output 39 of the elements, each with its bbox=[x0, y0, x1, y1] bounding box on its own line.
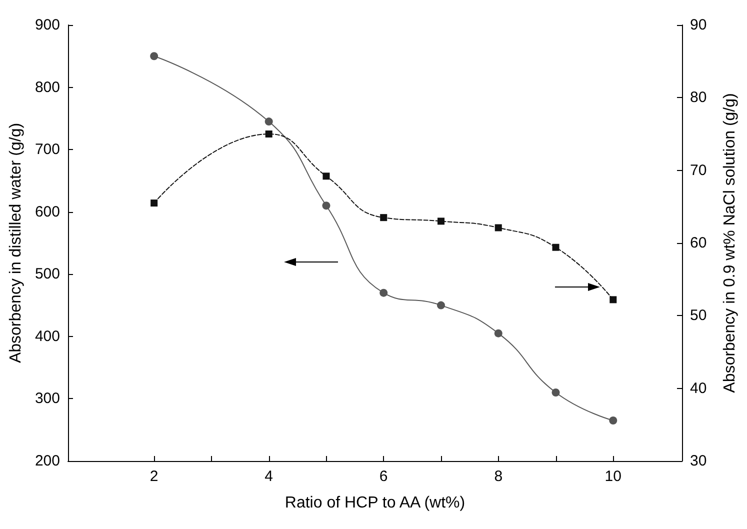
x-tick-label: 4 bbox=[264, 468, 274, 485]
y-tick-label: 900 bbox=[34, 16, 60, 34]
y-tick-label: 300 bbox=[34, 390, 60, 408]
point bbox=[150, 52, 158, 60]
y2-axis-title: Absorbency in 0.9 wt% NaCl solution (g/g) bbox=[722, 93, 738, 393]
x-tick-label: 10 bbox=[604, 468, 622, 485]
y2-tick-label: 50 bbox=[690, 307, 707, 324]
point bbox=[380, 288, 388, 297]
y-axis-title: Absorbency in distilled water (g/g) bbox=[8, 122, 24, 364]
y-tick-label: 600 bbox=[34, 203, 60, 220]
y-tick-label: 200 bbox=[34, 452, 60, 470]
y-tick-label: 400 bbox=[34, 328, 60, 345]
point bbox=[264, 118, 273, 126]
point bbox=[322, 172, 330, 180]
point bbox=[552, 388, 560, 396]
point bbox=[610, 296, 617, 304]
y2-tick-label: 90 bbox=[690, 16, 707, 34]
point bbox=[552, 244, 560, 251]
point bbox=[322, 202, 330, 210]
point bbox=[437, 301, 445, 310]
y2-tick-label: 70 bbox=[690, 162, 707, 179]
y2-tick-label: 60 bbox=[690, 234, 707, 252]
point bbox=[380, 214, 388, 222]
y-tick-label: 800 bbox=[34, 78, 60, 96]
y-tick-label: 500 bbox=[34, 266, 60, 283]
point bbox=[494, 224, 502, 232]
y2-tick-label: 40 bbox=[690, 380, 707, 397]
y-tick-label: 700 bbox=[34, 141, 60, 158]
point bbox=[265, 130, 272, 138]
x-tick-label: 8 bbox=[494, 468, 503, 485]
y2-tick-label: 30 bbox=[690, 452, 707, 470]
x-tick-label: 6 bbox=[379, 468, 388, 485]
point bbox=[494, 329, 502, 338]
point bbox=[437, 218, 444, 225]
x-axis-title: Ratio of HCP to AA (wt%) bbox=[284, 494, 466, 512]
point bbox=[609, 416, 618, 425]
y2-tick-label: 80 bbox=[690, 89, 707, 106]
x-tick-label: 2 bbox=[150, 468, 158, 485]
point bbox=[150, 200, 158, 207]
